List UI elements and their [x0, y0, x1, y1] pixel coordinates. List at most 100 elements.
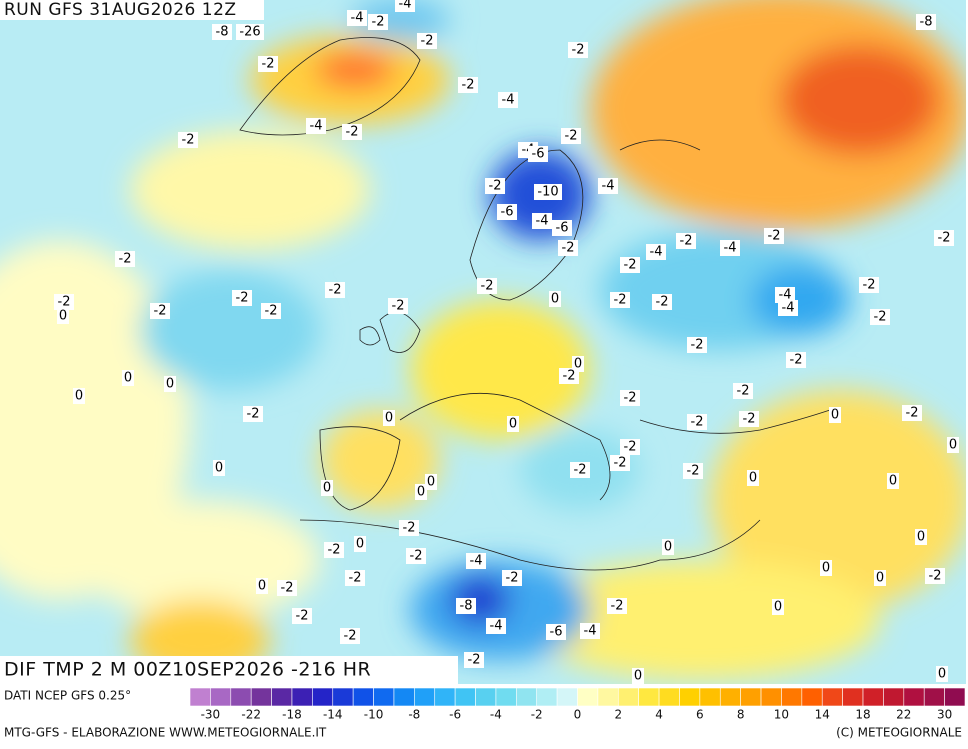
- label-box: [549, 291, 561, 307]
- color-box: [903, 687, 925, 707]
- label-box: [243, 406, 263, 422]
- contour-label: -2: [468, 653, 481, 668]
- color-box: [189, 687, 211, 707]
- label-box: [676, 233, 696, 249]
- label-box: [54, 294, 74, 310]
- contour-label: 0: [938, 667, 946, 682]
- contour-label: -2: [403, 521, 416, 536]
- contour-label: -8: [216, 25, 229, 40]
- color-box: [883, 687, 905, 707]
- color-box: [332, 687, 354, 707]
- run-box: [0, 0, 264, 20]
- contour-label: 0: [323, 481, 331, 496]
- label-box: [610, 455, 630, 471]
- label-box: [874, 570, 886, 586]
- color-box: [577, 687, 599, 707]
- label-box: [417, 33, 437, 49]
- label-box: [340, 628, 360, 644]
- label-box: [321, 480, 333, 496]
- label-box: [902, 405, 922, 421]
- label-box: [925, 568, 945, 584]
- label-box: [580, 623, 600, 639]
- colorbar-tick-label: 8: [737, 708, 745, 722]
- contour-label: -2: [410, 549, 423, 564]
- contour-label: 0: [385, 411, 393, 426]
- contour-label: -2: [929, 569, 942, 584]
- contour-label: -4: [399, 0, 412, 12]
- color-box: [862, 687, 884, 707]
- colorbar-tick-label: -6: [449, 708, 461, 722]
- label-box: [345, 570, 365, 586]
- colorbar-tick-label: 0: [574, 708, 582, 722]
- contour-label: -2: [119, 252, 132, 267]
- label-box: [558, 240, 578, 256]
- label-box: [258, 56, 278, 72]
- label-box: [870, 309, 890, 325]
- contour-label: -2: [743, 412, 756, 427]
- contour-label: -4: [584, 624, 597, 639]
- color-box: [821, 687, 843, 707]
- label-box: [236, 24, 264, 40]
- color-box: [679, 687, 701, 707]
- label-box: [213, 460, 225, 476]
- color-box: [597, 687, 619, 707]
- color-box: [271, 687, 293, 707]
- label-box: [775, 287, 795, 303]
- color-box: [617, 687, 639, 707]
- label-box: [652, 294, 672, 310]
- color-box: [740, 687, 762, 707]
- contour-label: 0: [258, 579, 266, 594]
- copyright: (C) METEOGIORNALE: [836, 726, 962, 740]
- label-box: [485, 178, 505, 194]
- contour-label: -6: [532, 147, 545, 162]
- label-box: [150, 303, 170, 319]
- color-box: [434, 687, 456, 707]
- label-box: [115, 251, 135, 267]
- contour-label: 0: [124, 371, 132, 386]
- contour-label: -2: [611, 599, 624, 614]
- label-box: [610, 292, 630, 308]
- contour-label: -2: [562, 241, 575, 256]
- label-box: [466, 553, 486, 569]
- contour-label: 0: [427, 475, 435, 490]
- label-box: [598, 178, 618, 194]
- color-box: [638, 687, 660, 707]
- contour-label: -2: [614, 456, 627, 471]
- contour-label: -2: [182, 133, 195, 148]
- label-box: [546, 624, 566, 640]
- credit: MTG-GFS - ELABORAZIONE WWW.METEOGIORNALE…: [4, 726, 327, 740]
- contour-label: 0: [664, 540, 672, 555]
- contour-label: -2: [262, 57, 275, 72]
- contour-label: -4: [724, 241, 737, 256]
- label-box: [324, 542, 344, 558]
- contour-label: 0: [551, 292, 559, 307]
- map: [0, 0, 966, 684]
- label-box: [325, 282, 345, 298]
- color-box: [760, 687, 782, 707]
- label-box: [406, 548, 426, 564]
- contour-label: -2: [565, 129, 578, 144]
- label-box: [662, 539, 674, 555]
- contour-label: -4: [602, 179, 615, 194]
- color-box: [923, 687, 945, 707]
- contour-label: 0: [215, 461, 223, 476]
- label-box: [395, 0, 415, 12]
- label-box: [820, 560, 832, 576]
- label-box: [747, 470, 759, 486]
- contour-label: -2: [506, 571, 519, 586]
- label-box: [486, 618, 506, 634]
- product-box: [0, 656, 458, 684]
- colorbar-tick-label: -2: [531, 708, 543, 722]
- contour-label: -4: [470, 554, 483, 569]
- contour-label: -2: [296, 609, 309, 624]
- contour-label: -2: [392, 299, 405, 314]
- contour-label: -4: [650, 245, 663, 260]
- contour-label: -26: [239, 25, 260, 40]
- contour-label: -2: [691, 415, 704, 430]
- label-box: [934, 230, 954, 246]
- label-box: [164, 376, 176, 392]
- contour-label: -2: [489, 179, 502, 194]
- color-box: [414, 687, 436, 707]
- label-box: [646, 244, 666, 260]
- contour-label: -4: [502, 93, 515, 108]
